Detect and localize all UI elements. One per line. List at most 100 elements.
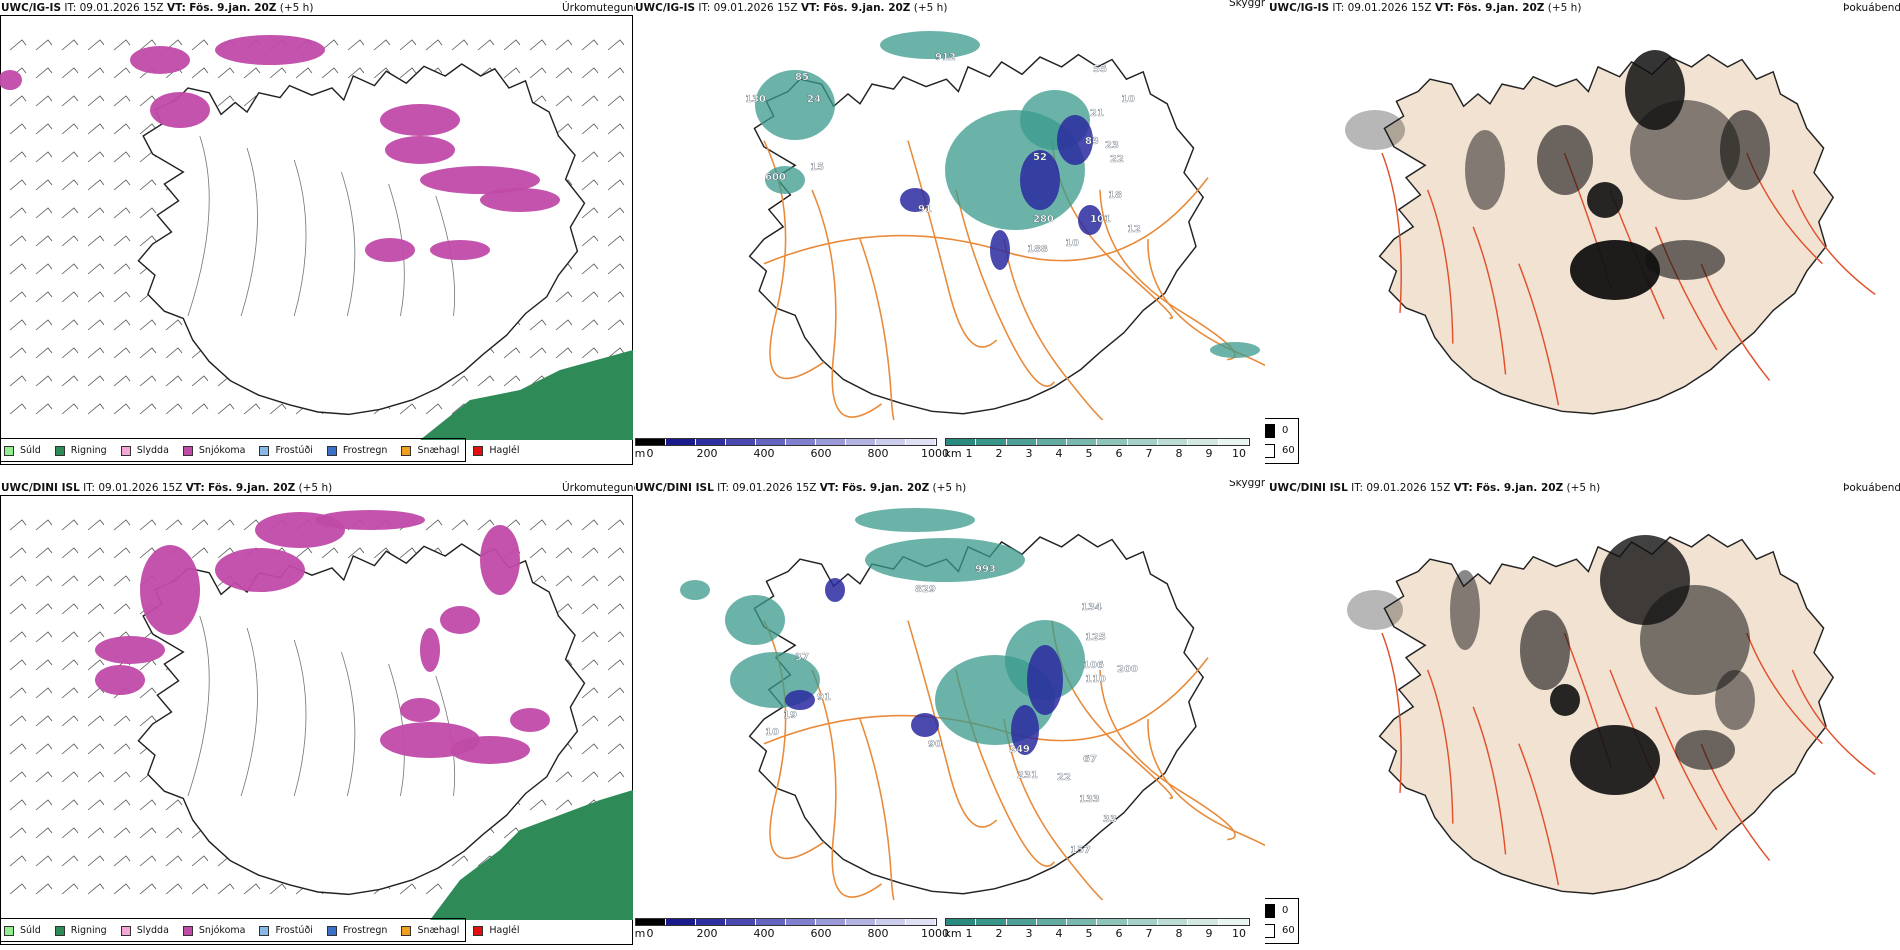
legend-swatch <box>401 925 412 936</box>
low-ceiling-area <box>911 713 939 737</box>
road-line <box>1426 669 1454 824</box>
visibility-value-label: 24 <box>807 94 821 105</box>
wind-barb <box>321 547 339 559</box>
wind-barb <box>347 547 365 559</box>
wind-barb <box>113 95 131 107</box>
visibility-value-label: 52 <box>1033 152 1047 163</box>
wind-barb <box>555 547 573 559</box>
wind-barb <box>217 547 235 559</box>
wind-barb <box>9 263 27 275</box>
wind-barb <box>61 95 79 107</box>
colorbar-cell <box>1067 919 1098 925</box>
snow-area <box>130 46 190 74</box>
low-ceiling-area <box>1027 645 1063 715</box>
wind-barb <box>87 67 105 79</box>
visibility-value-label: 23 <box>1105 140 1119 151</box>
colorbar-cell <box>1158 439 1189 445</box>
wind-barb <box>581 659 599 671</box>
field-name: Þokuábendi <box>1843 482 1900 494</box>
wind-barb <box>165 827 183 839</box>
wind-barb <box>61 715 79 727</box>
wind-barb <box>503 375 521 387</box>
wind-barb <box>113 715 131 727</box>
wind-barb <box>61 207 79 219</box>
wind-barb <box>451 375 469 387</box>
colorbar-cell <box>1006 439 1037 445</box>
wind-barb <box>581 39 599 51</box>
wind-barb <box>217 95 235 107</box>
legend-item: Rigning <box>54 445 107 456</box>
wind-barb <box>35 799 53 811</box>
wind-barb <box>9 403 27 415</box>
lead-time: (+5 h) <box>279 2 314 14</box>
wind-barb <box>451 39 469 51</box>
legend-item: Frostúði <box>259 445 313 456</box>
fog-intensity-area <box>1720 110 1770 190</box>
road-line <box>1426 189 1454 344</box>
visibility-value-label: 101 <box>1090 214 1111 225</box>
road-line <box>1518 743 1560 886</box>
wind-barb <box>61 771 79 783</box>
wind-barb <box>113 603 131 615</box>
wind-barb <box>35 263 53 275</box>
colorbar-cell <box>1097 439 1128 445</box>
ceiling-colorbar <box>635 438 937 446</box>
ceiling-tick: 600 <box>810 927 832 940</box>
low-ceiling-area <box>825 578 845 602</box>
wind-barb <box>35 631 53 643</box>
it-label: IT: <box>83 482 96 494</box>
colorbar-cell <box>1006 919 1037 925</box>
wind-barb <box>139 179 157 191</box>
legend-swatch <box>182 445 193 456</box>
it-value: 09.01.2026 15Z <box>98 482 183 494</box>
ceiling-colorbar <box>635 918 937 926</box>
wind-barb <box>555 575 573 587</box>
visibility-value-label: 829 <box>915 584 936 595</box>
wind-barb <box>477 39 495 51</box>
snow-area <box>150 92 210 128</box>
it-value: 09.01.2026 15Z <box>732 482 817 494</box>
snow-area <box>480 525 520 595</box>
wind-barb <box>165 855 183 867</box>
wind-barb <box>61 631 79 643</box>
wind-barb <box>61 123 79 135</box>
colorbar-cell <box>906 919 936 925</box>
fog-legend: 0 60 <box>1265 418 1299 464</box>
wind-barb <box>61 319 79 331</box>
wind-barb <box>87 827 105 839</box>
fog-map <box>1347 533 1876 895</box>
visibility-value-label: 83 <box>1085 136 1099 147</box>
wind-barb <box>581 687 599 699</box>
wind-barb <box>607 575 625 587</box>
fog-intensity-area <box>1570 725 1660 795</box>
legend-item: Frostúði <box>259 925 313 936</box>
wind-barb <box>61 519 79 531</box>
visibility-value-label: 125 <box>1085 632 1106 643</box>
colorbar-cell <box>1097 919 1128 925</box>
visibility-tick: 6 <box>1115 927 1123 940</box>
wind-barb <box>607 39 625 51</box>
wind-barb <box>87 715 105 727</box>
wind-barb <box>607 347 625 359</box>
wind-barb <box>113 151 131 163</box>
colorbar-cell <box>1127 919 1159 925</box>
vt-label: VT: <box>800 2 820 14</box>
wind-barb <box>139 375 157 387</box>
wind-barb <box>581 631 599 643</box>
wind-barb <box>529 799 547 811</box>
road-line <box>1472 706 1507 855</box>
ceiling-tick: 0 <box>646 927 654 940</box>
wind-barb <box>9 207 27 219</box>
wind-barb <box>581 67 599 79</box>
colorbar-cell <box>696 919 726 925</box>
wind-barb <box>61 799 79 811</box>
legend-swatch <box>54 445 65 456</box>
vt-label: VT: <box>1434 2 1454 14</box>
visibility-value-label: 157 <box>1070 845 1091 856</box>
visibility-value-label: 55 <box>1093 64 1107 75</box>
wind-barb <box>581 347 599 359</box>
low-ceiling-area <box>1020 150 1060 210</box>
wind-barb <box>9 547 27 559</box>
colorbar-cell <box>786 919 816 925</box>
terrain-line <box>240 627 258 797</box>
